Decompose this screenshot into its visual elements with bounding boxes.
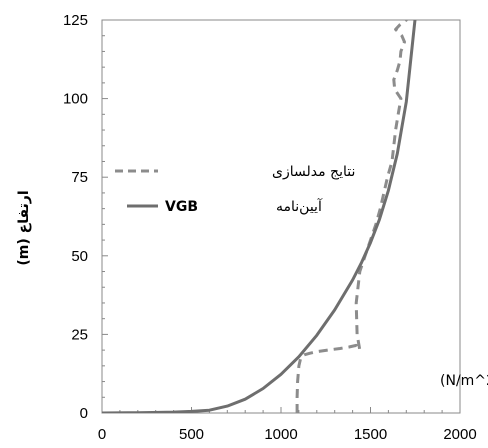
legend-label-modeling: نتایج مدلسازی [272,164,355,180]
y-tick-labels: 0 25 50 75 100 125 [63,12,88,422]
plot-frame [101,19,461,414]
y-tick-label: 75 [71,169,88,186]
x-tick-label: 500 [179,426,204,443]
minor-ticks [102,35,443,413]
x-tick-labels: 0 500 1000 1500 2000 [98,426,477,443]
series-modeling-results-line [295,20,408,413]
x-tick-label: 1000 [264,426,297,443]
series-layer [102,20,417,413]
y-tick-label: 125 [63,12,88,29]
y-tick-label: 0 [80,405,88,422]
legend-label-code-word: آیین‌نامه [276,198,323,215]
x-tick-label: 0 [98,426,106,443]
x-tick-label: 2000 [443,426,476,443]
x-axis-annotation: فشار (N/m^2) [440,373,488,389]
y-tick-label: 100 [63,91,88,108]
y-tick-label: 50 [71,248,88,265]
legend-label-vgb-code: VGB [165,199,198,215]
y-tick-label: 25 [71,326,88,343]
y-axis-title: ارتفاع (m) [16,190,32,265]
x-tick-label: 1500 [354,426,387,443]
legend: نتایج مدلسازی VGB آیین‌نامه [115,164,355,215]
series-vgb-code-line [102,20,417,413]
